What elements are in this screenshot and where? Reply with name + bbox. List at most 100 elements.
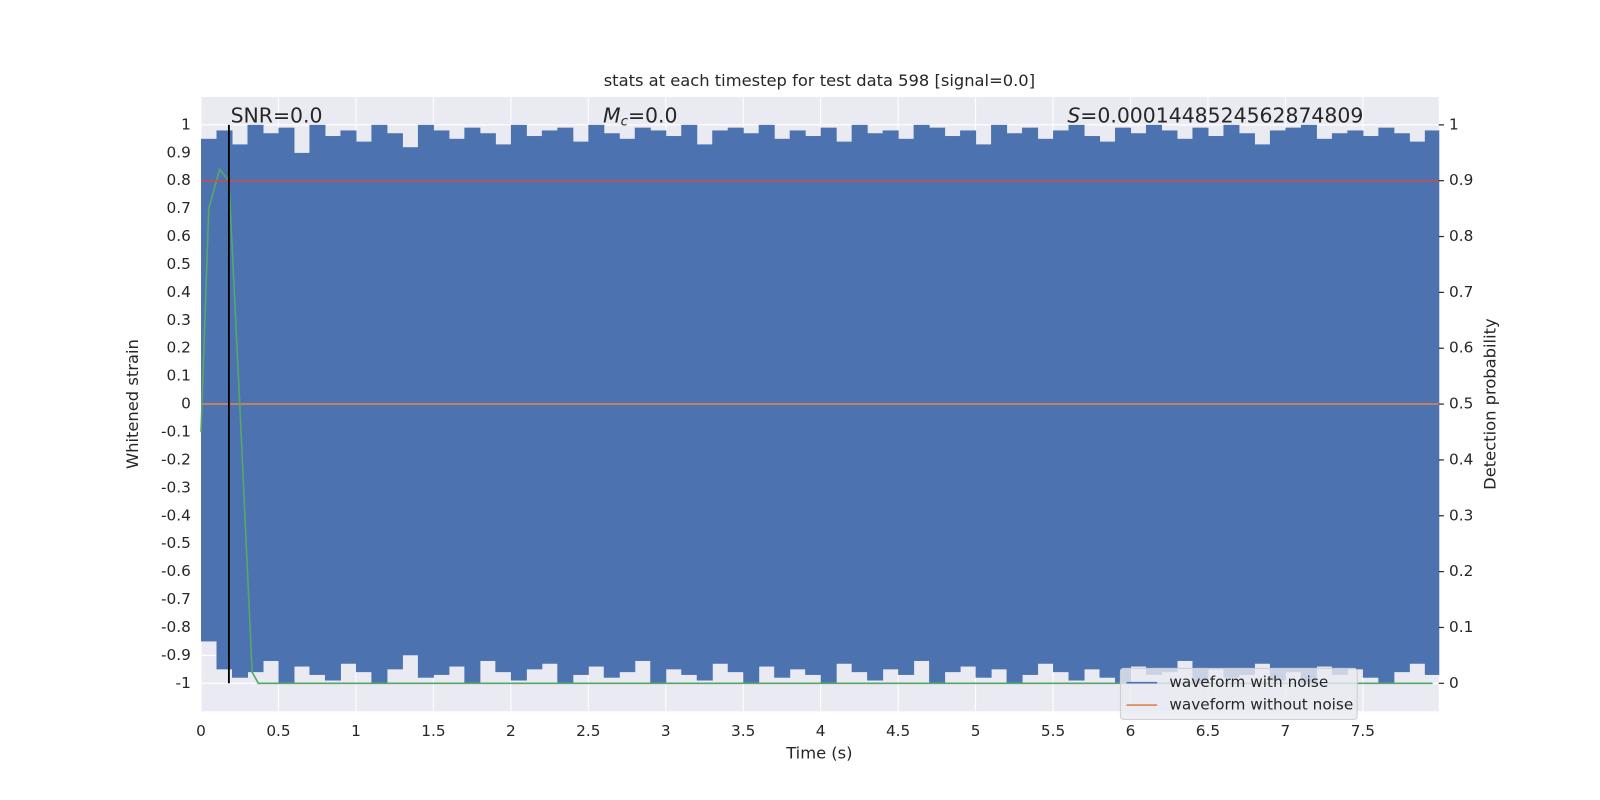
waveform-range <box>247 124 264 673</box>
waveform-range <box>650 130 667 684</box>
waveform-range <box>541 130 558 664</box>
x-tick-label: 6.5 <box>1196 722 1220 740</box>
waveform-range <box>417 124 434 678</box>
annotation-subscript: c <box>621 114 629 129</box>
x-tick-label: 4 <box>816 722 826 740</box>
waveform-range <box>867 133 884 681</box>
x-tick-label: 7 <box>1281 722 1291 740</box>
waveform-range <box>1285 127 1302 673</box>
waveform-range <box>495 144 512 673</box>
y-tick-label: -0.9 <box>161 646 191 664</box>
waveform-range <box>386 133 403 670</box>
waveform-range <box>1145 124 1162 675</box>
y2-tick-label: 0.4 <box>1449 450 1473 468</box>
waveform-range <box>882 130 899 670</box>
x-tick-label: 6 <box>1126 722 1136 740</box>
y-axis-label: Whitened strain <box>123 339 142 469</box>
x-tick-label: 1.5 <box>421 722 445 740</box>
waveform-range <box>1269 130 1286 681</box>
y-tick-label: 0.3 <box>166 311 190 329</box>
waveform-range <box>572 141 589 675</box>
x-tick-label: 1 <box>351 722 361 740</box>
waveform-range <box>1161 130 1178 673</box>
legend-label: waveform with noise <box>1169 673 1328 691</box>
waveform-range <box>898 138 915 675</box>
y-tick-label: -0.1 <box>161 423 191 441</box>
waveform-range <box>1347 130 1364 670</box>
waveform-range <box>696 144 713 681</box>
x-tick-label: 2 <box>506 722 516 740</box>
waveform-range <box>1223 124 1240 678</box>
waveform-range <box>743 133 760 684</box>
x-tick-label: 4.5 <box>886 722 910 740</box>
waveform-range <box>774 138 791 678</box>
y2-tick-label: 0.3 <box>1449 506 1473 524</box>
waveform-range <box>851 124 868 673</box>
waveform-range <box>789 130 806 670</box>
waveform-range <box>448 138 465 667</box>
annotation: S=0.0001448524562874809 <box>1067 103 1363 127</box>
waveform-range <box>1084 136 1101 670</box>
waveform-range <box>588 124 605 667</box>
y-tick-label: -0.4 <box>161 506 191 524</box>
legend-label: waveform without noise <box>1169 696 1353 714</box>
waveform-range <box>913 124 930 661</box>
waveform-range <box>665 136 682 670</box>
y-tick-label: -0.5 <box>161 534 191 552</box>
y2-tick-label: 0 <box>1449 674 1459 692</box>
waveform-range <box>510 124 527 681</box>
y-tick-label: -0.3 <box>161 478 191 496</box>
waveform-range <box>603 133 620 678</box>
x-tick-label: 5 <box>971 722 981 740</box>
waveform-range <box>1053 130 1070 673</box>
waveform-range <box>712 130 729 664</box>
waveform-range <box>960 130 977 667</box>
x-tick-label: 0 <box>196 722 206 740</box>
waveform-range <box>1006 133 1023 684</box>
waveform-range <box>1068 124 1085 681</box>
waveform-range <box>433 130 450 675</box>
waveform-range <box>526 136 543 670</box>
waveform-range <box>1316 138 1333 667</box>
y-tick-label: -1 <box>176 674 191 692</box>
waveform-range <box>758 124 775 667</box>
y-tick-label: -0.2 <box>161 450 191 468</box>
waveform-range <box>355 141 372 673</box>
x-tick-label: 3 <box>661 722 671 740</box>
y-tick-label: 0 <box>181 395 191 413</box>
y-tick-label: -0.8 <box>161 618 191 636</box>
waveform-range <box>929 127 946 684</box>
waveform-range <box>309 124 326 675</box>
y-tick-label: 0.5 <box>166 255 190 273</box>
waveform-range <box>340 130 357 664</box>
waveform-range <box>1115 127 1132 684</box>
waveform-range <box>1192 127 1209 684</box>
x-tick-label: 2.5 <box>576 722 600 740</box>
waveform-range <box>402 147 419 656</box>
waveform-range <box>1362 136 1379 678</box>
waveform-range <box>479 133 496 661</box>
x-tick-label: 5.5 <box>1041 722 1065 740</box>
waveform-range <box>1022 127 1039 675</box>
waveform-range <box>1207 136 1224 670</box>
waveform-range <box>619 138 636 673</box>
x-tick-label: 0.5 <box>266 722 290 740</box>
waveform-range <box>557 127 574 684</box>
annotation-symbol: S <box>1067 103 1080 127</box>
series-line <box>200 167 1433 685</box>
y-tick-label: 0.6 <box>166 227 190 245</box>
y2-tick-label: 0.1 <box>1449 618 1473 636</box>
waveform-range <box>975 144 992 678</box>
waveform-range <box>293 152 310 667</box>
y2-tick-label: 0.8 <box>1449 227 1473 245</box>
y2-tick-label: 1 <box>1449 115 1459 133</box>
x-axis-label: Time (s) <box>785 744 852 763</box>
waveform-range <box>1176 138 1193 661</box>
waveform-range <box>1424 130 1440 675</box>
annotation-text: =0.0001448524562874809 <box>1080 103 1363 127</box>
waveform-range <box>1409 141 1426 664</box>
waveform-range <box>262 133 279 661</box>
annotation: Mc=0.0 <box>603 103 677 129</box>
